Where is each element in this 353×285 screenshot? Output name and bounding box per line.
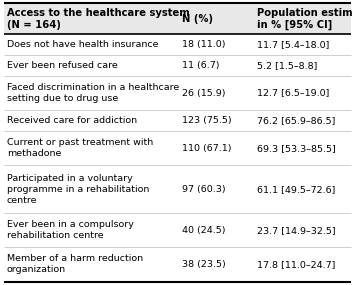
Bar (4, 165, 179, 213)
Text: Participated in a voluntary
programme in a rehabilitation
centre: Participated in a voluntary programme in… (7, 174, 149, 205)
Text: Does not have health insurance: Does not have health insurance (7, 40, 158, 49)
Text: 11 (6.7): 11 (6.7) (182, 61, 220, 70)
Bar (254, 213, 351, 247)
Text: 38 (23.5): 38 (23.5) (182, 260, 226, 269)
Bar (4, 34, 179, 55)
Bar (179, 110, 254, 131)
Text: Population estimates
in % [95% CI]: Population estimates in % [95% CI] (257, 7, 353, 30)
Bar (254, 76, 351, 110)
Text: Ever been in a compulsory
rehabilitation centre: Ever been in a compulsory rehabilitation… (7, 220, 133, 240)
Bar (4, 247, 179, 282)
Text: 69.3 [53.3–85.5]: 69.3 [53.3–85.5] (257, 144, 335, 153)
Text: 12.7 [6.5–19.0]: 12.7 [6.5–19.0] (257, 89, 329, 98)
Text: 18 (11.0): 18 (11.0) (182, 40, 226, 49)
Bar (179, 247, 254, 282)
Text: 123 (75.5): 123 (75.5) (182, 116, 232, 125)
Text: 97 (60.3): 97 (60.3) (182, 185, 226, 194)
Bar (4, 76, 179, 110)
Text: Received care for addiction: Received care for addiction (7, 116, 137, 125)
Bar (254, 165, 351, 213)
Text: 11.7 [5.4–18.0]: 11.7 [5.4–18.0] (257, 40, 329, 49)
Bar (4, 55, 179, 76)
Bar (4, 131, 179, 165)
Text: 23.7 [14.9–32.5]: 23.7 [14.9–32.5] (257, 226, 335, 235)
Bar (254, 55, 351, 76)
Text: Ever been refused care: Ever been refused care (7, 61, 118, 70)
Text: 17.8 [11.0–24.7]: 17.8 [11.0–24.7] (257, 260, 335, 269)
Text: Access to the healthcare system
(N = 164): Access to the healthcare system (N = 164… (7, 8, 190, 30)
Text: 26 (15.9): 26 (15.9) (182, 89, 226, 98)
Bar (254, 3, 351, 34)
Bar (179, 34, 254, 55)
Bar (179, 76, 254, 110)
Text: Faced discrimination in a healthcare
setting due to drug use: Faced discrimination in a healthcare set… (7, 83, 179, 103)
Bar (179, 131, 254, 165)
Bar (4, 110, 179, 131)
Text: 61.1 [49.5–72.6]: 61.1 [49.5–72.6] (257, 185, 335, 194)
Bar (4, 213, 179, 247)
Text: Current or past treatment with
methadone: Current or past treatment with methadone (7, 138, 153, 158)
Bar (4, 3, 179, 34)
Bar (179, 3, 254, 34)
Bar (254, 247, 351, 282)
Bar (179, 55, 254, 76)
Text: 5.2 [1.5–8.8]: 5.2 [1.5–8.8] (257, 61, 317, 70)
Text: N (%): N (%) (182, 14, 213, 24)
Text: 76.2 [65.9–86.5]: 76.2 [65.9–86.5] (257, 116, 335, 125)
Bar (179, 213, 254, 247)
Text: 110 (67.1): 110 (67.1) (182, 144, 232, 153)
Bar (254, 131, 351, 165)
Bar (254, 34, 351, 55)
Text: Member of a harm reduction
organization: Member of a harm reduction organization (7, 255, 143, 274)
Bar (179, 165, 254, 213)
Text: 40 (24.5): 40 (24.5) (182, 226, 226, 235)
Bar (254, 110, 351, 131)
